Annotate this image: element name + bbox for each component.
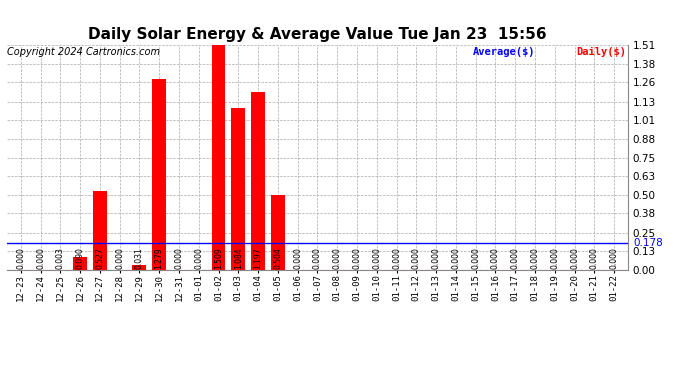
Bar (132, 266, 146, 270)
Text: 1.197: 1.197 (253, 248, 263, 269)
Text: 0.000: 0.000 (175, 248, 184, 269)
Text: 0.000: 0.000 (511, 248, 520, 269)
Text: 0.000: 0.000 (451, 248, 460, 269)
Text: 0.003: 0.003 (56, 248, 65, 269)
Bar (152, 80, 166, 270)
Text: 0.000: 0.000 (36, 248, 45, 269)
Text: 0.504: 0.504 (273, 248, 282, 269)
Text: 0.031: 0.031 (135, 248, 144, 269)
Text: 0.000: 0.000 (372, 248, 382, 269)
Text: 0.000: 0.000 (590, 248, 599, 269)
Text: 0.000: 0.000 (17, 248, 26, 269)
Text: 0.000: 0.000 (115, 248, 124, 269)
Text: 0.000: 0.000 (353, 248, 362, 269)
Bar (93, 192, 107, 270)
Text: Copyright 2024 Cartronics.com: Copyright 2024 Cartronics.com (7, 47, 160, 57)
Bar (271, 195, 285, 270)
Bar (73, 256, 87, 270)
Text: 0.000: 0.000 (333, 248, 342, 269)
Text: 0.000: 0.000 (293, 248, 302, 269)
Text: 0.178: 0.178 (633, 238, 663, 249)
Bar (231, 108, 245, 270)
Text: 0.000: 0.000 (313, 248, 322, 269)
Text: 0.000: 0.000 (195, 248, 204, 269)
Text: 0.527: 0.527 (95, 248, 104, 269)
Text: 0.000: 0.000 (431, 248, 440, 269)
Text: 1.509: 1.509 (214, 248, 223, 269)
Text: 0.000: 0.000 (471, 248, 480, 269)
Text: 0.000: 0.000 (392, 248, 401, 269)
Text: 1.279: 1.279 (155, 248, 164, 269)
Text: Daily($): Daily($) (576, 47, 626, 57)
Title: Daily Solar Energy & Average Value Tue Jan 23  15:56: Daily Solar Energy & Average Value Tue J… (88, 27, 546, 42)
Text: 0.000: 0.000 (609, 248, 618, 269)
Text: 0.000: 0.000 (570, 248, 579, 269)
Bar (212, 45, 226, 270)
Text: 1.084: 1.084 (234, 248, 243, 269)
Text: 0.000: 0.000 (531, 248, 540, 269)
Bar (251, 92, 265, 270)
Text: Average($): Average($) (473, 47, 535, 57)
Text: 0.000: 0.000 (550, 248, 559, 269)
Text: 0.090: 0.090 (76, 248, 85, 269)
Text: 0.000: 0.000 (412, 248, 421, 269)
Text: 0.000: 0.000 (491, 248, 500, 269)
